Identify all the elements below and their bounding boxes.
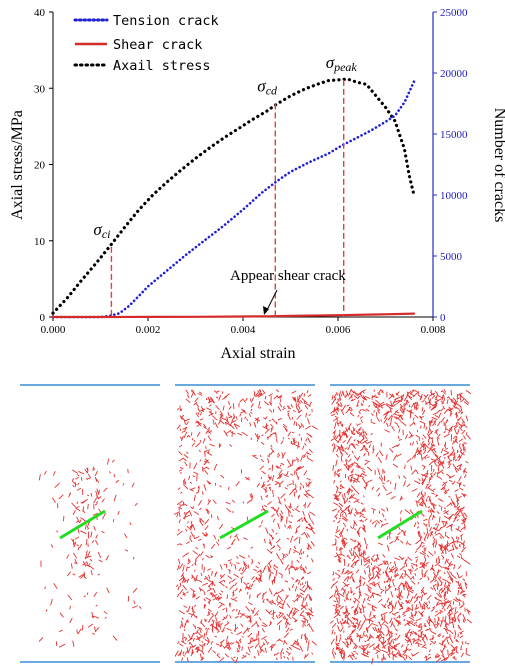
annotation-arrowhead bbox=[263, 306, 269, 315]
x-tick-label: 0.004 bbox=[231, 324, 256, 336]
crack-panels bbox=[20, 384, 473, 665]
panel-cracks bbox=[38, 458, 142, 648]
series-layer bbox=[51, 77, 416, 319]
crack-segments bbox=[38, 458, 142, 648]
crack-segments bbox=[173, 389, 318, 664]
crack-panel-ci bbox=[20, 384, 160, 663]
panel-cracks bbox=[329, 388, 473, 665]
legend-label-stress: Axail stress bbox=[113, 58, 211, 74]
x-tick-label: 0.000 bbox=[41, 324, 66, 336]
y-left-tick-label: 40 bbox=[34, 7, 46, 19]
y-right-tick-label: 15000 bbox=[440, 129, 468, 141]
x-axis-title: Axial strain bbox=[220, 345, 295, 362]
legend: Tension crack Shear crack Axail stress bbox=[73, 13, 219, 74]
y-axis-right-title: Number of cracks bbox=[491, 108, 505, 223]
series-shear-crack bbox=[51, 312, 416, 319]
y-left-tick-label: 0 bbox=[40, 312, 46, 324]
panel-cracks bbox=[173, 389, 318, 664]
marker-label-peak: σpeak bbox=[326, 53, 358, 74]
legend-label-shear: Shear crack bbox=[113, 37, 202, 53]
marker-label-ci: σci bbox=[93, 220, 110, 241]
crack-panel-cd bbox=[173, 384, 318, 664]
marker-label-cd: σcd bbox=[257, 77, 278, 98]
annotation-arrow bbox=[265, 289, 278, 313]
ticks: 0.000 0.002 0.004 0.006 0.008010203040050001… bbox=[34, 7, 468, 336]
x-tick-label: 0.006 bbox=[326, 324, 351, 336]
panel-fracture-line bbox=[59, 509, 106, 540]
series-axail-stress bbox=[51, 77, 416, 315]
series-tension-crack bbox=[51, 80, 416, 319]
y-left-tick-label: 20 bbox=[34, 160, 46, 172]
x-tick-label: 0.008 bbox=[421, 324, 446, 336]
crack-segments bbox=[329, 388, 473, 665]
x-tick-label: 0.002 bbox=[136, 324, 161, 336]
y-right-tick-label: 10000 bbox=[440, 190, 468, 202]
marker-layer: σci σcd σpeak bbox=[93, 53, 357, 317]
y-axis-left-title: Axial stress/MPa bbox=[9, 110, 26, 220]
y-right-tick-label: 20000 bbox=[440, 68, 468, 80]
y-left-tick-label: 30 bbox=[34, 83, 46, 95]
legend-label-tension: Tension crack bbox=[113, 13, 219, 29]
panel-fracture-line bbox=[377, 509, 423, 540]
y-right-tick-label: 5000 bbox=[440, 251, 463, 263]
annotation-shear-crack: Appear shear crack bbox=[230, 268, 346, 284]
y-right-tick-label: 25000 bbox=[440, 7, 468, 19]
y-left-tick-label: 10 bbox=[34, 236, 46, 248]
y-right-tick-label: 0 bbox=[440, 312, 446, 324]
panel-fracture-line bbox=[219, 509, 269, 540]
crack-panel-peak bbox=[329, 384, 473, 665]
chart: 0.000 0.002 0.004 0.006 0.008010203040050001… bbox=[9, 7, 505, 362]
